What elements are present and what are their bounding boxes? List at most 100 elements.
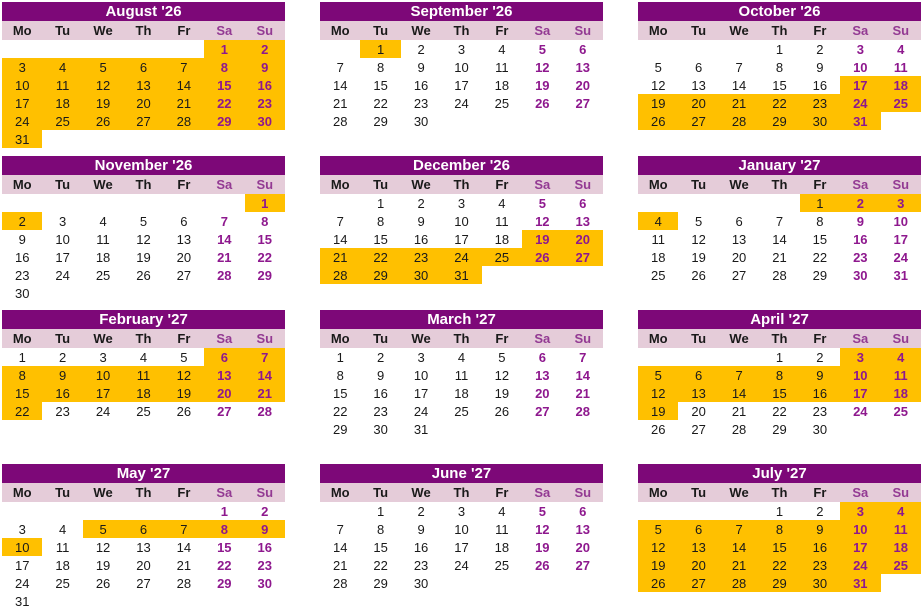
- month-calendar-may-27: May '27 Mo Tu We Th Fr Sa Su 1 2 3 4 5 6 7 8 9 10 11 12 13 14…: [2, 464, 285, 609]
- empty-cell: [2, 40, 43, 58]
- empty-cell: [244, 284, 285, 302]
- day-cell: 2: [799, 502, 841, 520]
- empty-cell: [481, 420, 523, 438]
- weekday-header-tu: Tu: [360, 483, 401, 502]
- day-cell: 10: [441, 212, 482, 230]
- empty-cell: [522, 420, 563, 438]
- day-cell: 10: [880, 212, 921, 230]
- day-cell: 4: [42, 520, 83, 538]
- empty-cell: [880, 112, 921, 130]
- day-cell: 2: [799, 40, 841, 58]
- empty-cell: [123, 40, 164, 58]
- day-cell: 24: [441, 556, 482, 574]
- day-cell: 2: [400, 502, 442, 520]
- day-cell: 24: [441, 248, 482, 266]
- empty-cell: [562, 112, 603, 130]
- day-cell: 13: [163, 230, 205, 248]
- day-cell: 4: [123, 348, 164, 366]
- day-cell: 24: [82, 402, 124, 420]
- empty-cell: [42, 592, 83, 609]
- day-cell: 31: [2, 130, 43, 148]
- day-cell: 1: [204, 502, 245, 520]
- day-cell: 11: [82, 230, 124, 248]
- day-cell: 12: [638, 538, 679, 556]
- day-cell: 12: [82, 76, 124, 94]
- day-cell: 13: [678, 384, 719, 402]
- day-cell: 11: [481, 212, 523, 230]
- weekday-header-fr: Fr: [163, 21, 205, 40]
- day-cell: 20: [204, 384, 245, 402]
- day-cell: 19: [481, 384, 523, 402]
- day-cell: 14: [320, 76, 361, 94]
- empty-cell: [562, 420, 603, 438]
- day-cell: 21: [562, 384, 603, 402]
- empty-cell: [82, 284, 124, 302]
- weekday-header-su: Su: [880, 21, 921, 40]
- empty-cell: [678, 348, 719, 366]
- day-cell: 12: [638, 76, 679, 94]
- day-cell: 18: [441, 384, 482, 402]
- day-cell: 30: [2, 284, 43, 302]
- day-cell: 10: [441, 520, 482, 538]
- day-cell: 1: [360, 40, 401, 58]
- day-cell: 25: [481, 556, 523, 574]
- empty-cell: [718, 40, 760, 58]
- day-cell: 9: [2, 230, 43, 248]
- day-cell: 8: [759, 366, 800, 384]
- day-cell: 10: [2, 538, 43, 556]
- day-cell: 28: [163, 574, 205, 592]
- day-cell: 13: [562, 520, 603, 538]
- weekday-header-su: Su: [880, 483, 921, 502]
- day-cell: 26: [522, 556, 563, 574]
- day-cell: 17: [441, 230, 482, 248]
- day-cell: 19: [638, 556, 679, 574]
- day-cell: 23: [799, 556, 841, 574]
- empty-cell: [718, 502, 760, 520]
- empty-cell: [82, 592, 124, 609]
- weekday-header-mo: Mo: [2, 483, 43, 502]
- day-cell: 30: [799, 420, 841, 438]
- day-cell: 15: [799, 230, 841, 248]
- weekday-header-th: Th: [759, 21, 800, 40]
- day-cell: 24: [42, 266, 83, 284]
- weekday-header-su: Su: [244, 175, 285, 194]
- day-cell: 16: [400, 230, 442, 248]
- day-cell: 26: [678, 266, 719, 284]
- day-cell: 21: [718, 94, 760, 112]
- empty-cell: [562, 574, 603, 592]
- month-title: January '27: [638, 156, 921, 175]
- day-cell: 27: [123, 112, 164, 130]
- month-calendar-november-26: November '26 Mo Tu We Th Fr Sa Su 1 2 3 4 5 6 7 8 9 10 11 1…: [2, 156, 285, 302]
- day-cell: 7: [562, 348, 603, 366]
- day-cell: 25: [82, 266, 124, 284]
- day-cell: 17: [82, 384, 124, 402]
- day-cell: 4: [880, 502, 921, 520]
- empty-cell: [204, 592, 245, 609]
- day-cell: 18: [481, 230, 523, 248]
- day-cell: 22: [759, 94, 800, 112]
- day-cell: 9: [799, 366, 841, 384]
- weekday-header-th: Th: [759, 329, 800, 348]
- month-calendar-february-27: February '27 Mo Tu We Th Fr Sa Su 1 2 3 4 5 6 7 8 9 10 11 1…: [2, 310, 285, 420]
- empty-cell: [880, 420, 921, 438]
- day-cell: 6: [123, 520, 164, 538]
- day-cell: 16: [400, 538, 442, 556]
- day-cell: 12: [678, 230, 719, 248]
- day-cell: 23: [400, 248, 442, 266]
- day-cell: 23: [2, 266, 43, 284]
- weekday-header-we: We: [82, 329, 124, 348]
- day-cell: 9: [799, 520, 841, 538]
- day-cell: 24: [840, 402, 881, 420]
- day-cell: 26: [522, 94, 563, 112]
- day-cell: 5: [638, 520, 679, 538]
- day-cell: 23: [799, 94, 841, 112]
- day-cell: 20: [163, 248, 205, 266]
- empty-cell: [82, 40, 124, 58]
- day-cell: 21: [320, 94, 361, 112]
- day-cell: 16: [400, 76, 442, 94]
- day-cell: 23: [840, 248, 881, 266]
- day-cell: 2: [360, 348, 401, 366]
- day-cell: 14: [562, 366, 603, 384]
- day-cell: 27: [718, 266, 760, 284]
- day-cell: 15: [204, 538, 245, 556]
